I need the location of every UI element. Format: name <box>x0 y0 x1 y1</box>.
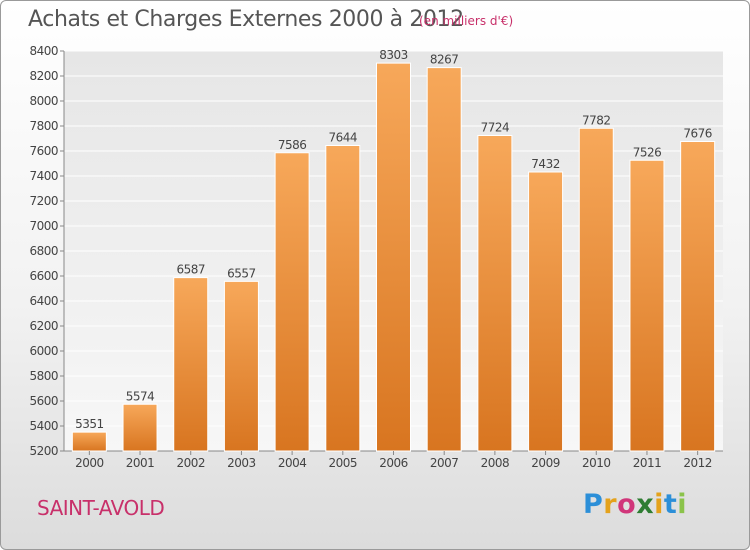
bar <box>680 141 716 452</box>
bar <box>223 280 259 452</box>
data-label: 7676 <box>683 127 712 141</box>
x-tick-label: 2004 <box>278 456 307 470</box>
bar <box>528 171 564 452</box>
x-tick-label: 2003 <box>227 456 256 470</box>
data-label: 6587 <box>176 263 205 277</box>
bar <box>71 431 107 452</box>
y-tick-label: 6000 <box>29 344 58 358</box>
y-tick-label: 8000 <box>29 94 58 108</box>
y-tick-label: 7600 <box>29 144 58 158</box>
x-tick-label: 2011 <box>633 456 662 470</box>
y-tick-label: 7000 <box>29 219 58 233</box>
x-tick-label: 2012 <box>683 456 712 470</box>
y-tick-label: 7800 <box>29 119 58 133</box>
x-tick-label: 2005 <box>329 456 358 470</box>
x-tick-label: 2001 <box>126 456 155 470</box>
bar <box>376 62 411 452</box>
data-label: 7586 <box>278 138 307 152</box>
bar <box>325 145 361 452</box>
y-tick-label: 6200 <box>29 319 58 333</box>
y-tick-label: 5600 <box>29 394 58 408</box>
y-tick-label: 5400 <box>29 419 58 433</box>
x-tick-label: 2009 <box>531 456 560 470</box>
bar <box>477 135 513 452</box>
x-tick-label: 2007 <box>430 456 459 470</box>
y-tick-label: 6600 <box>29 269 58 283</box>
y-tick-label: 8400 <box>29 44 58 58</box>
data-label: 5574 <box>126 389 155 403</box>
y-tick-label: 8200 <box>29 69 58 83</box>
data-label: 7644 <box>329 131 358 145</box>
bar <box>578 127 614 452</box>
data-label: 8267 <box>430 53 459 67</box>
y-tick-label: 7200 <box>29 194 58 208</box>
data-label: 8303 <box>379 48 408 62</box>
x-tick-label: 2010 <box>582 456 611 470</box>
y-tick-label: 7400 <box>29 169 58 183</box>
data-label: 6557 <box>227 266 256 280</box>
x-tick-label: 2008 <box>481 456 510 470</box>
x-tick-label: 2000 <box>75 456 104 470</box>
chart-title: Achats et Charges Externes 2000 à 2012 <box>28 7 464 32</box>
data-label: 7526 <box>633 145 662 159</box>
data-label: 7432 <box>531 157 560 171</box>
data-label: 7724 <box>481 121 510 135</box>
bar <box>173 277 209 452</box>
bar <box>629 159 665 452</box>
y-tick-label: 6400 <box>29 294 58 308</box>
location-name: SAINT-AVOLD <box>37 496 165 520</box>
data-label: 7782 <box>582 113 611 127</box>
bar <box>426 67 462 452</box>
y-tick-label: 6800 <box>29 244 58 258</box>
data-label: 5351 <box>75 417 104 431</box>
bar <box>122 403 158 452</box>
y-tick-label: 5800 <box>29 369 58 383</box>
x-tick-label: 2002 <box>176 456 205 470</box>
proxiti-logo: Proxiti <box>583 489 688 520</box>
chart-subtitle: (en milliers d'€) <box>419 14 514 28</box>
x-tick-label: 2006 <box>379 456 408 470</box>
y-tick-label: 5200 <box>29 444 58 458</box>
bar <box>274 152 310 452</box>
